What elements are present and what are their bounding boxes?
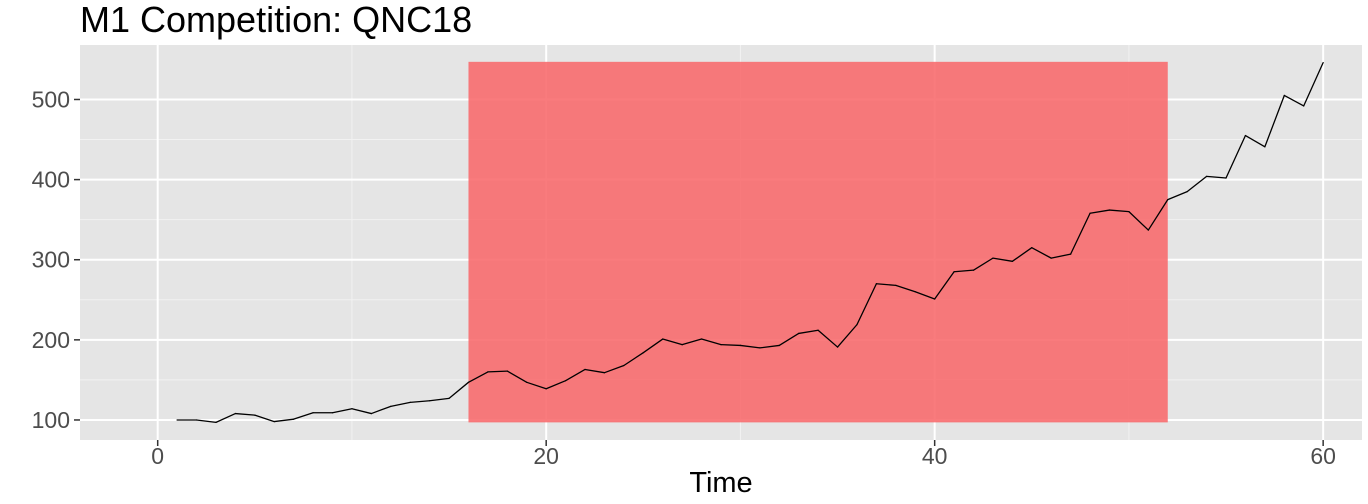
series-line-segment [681,338,703,346]
series-line-segment [623,352,644,367]
y-tick-label: 300 [32,247,70,273]
series-line-segment [1031,247,1052,259]
series-line-segment [1147,198,1169,231]
series-line-segment [1283,94,1305,107]
y-tick-label: 100 [32,407,70,433]
series-line-segment [739,344,761,349]
series-line-segment [953,269,975,273]
series-line-segment [448,381,470,399]
series-lines [176,61,1324,424]
x-tick-label: 40 [922,443,948,469]
x-tick-label: 0 [151,443,164,469]
series-line-segment [972,257,994,271]
series-line-segment [331,408,353,414]
series-line-segment [798,329,819,335]
series-line-segment [506,370,528,383]
series-line-segment [720,344,742,347]
series-line-segment [1244,134,1266,148]
series-line-segment [1225,134,1247,179]
series-line-segment [409,400,431,403]
highlight-region [468,61,1168,423]
series-line-segment [817,329,839,348]
series-line-segment [1089,209,1111,214]
series-line-segment [992,257,1014,262]
chart-title: M1 Competition: QNC18 [80,0,472,40]
series-line-segment [1069,212,1091,255]
series-line-segment [370,405,392,415]
series-line-segment [273,418,295,423]
series-line-segment [564,368,586,382]
x-axis-ticks: 0 20 40 60 [151,440,1336,469]
series-line-segment [759,344,780,349]
series-line-segment [1050,253,1072,259]
series-line-segment [215,412,237,424]
series-line-segment [526,381,547,390]
y-axis-ticks: 100 200 300 400 500 [32,86,80,433]
y-tick-label: 500 [32,86,70,112]
series-line-segment [195,419,217,424]
series-line-segment [856,283,878,326]
series-line-segment [467,371,489,383]
x-tick-label: 20 [533,443,559,469]
series-line-segment [642,338,664,354]
series-line-segment [875,283,897,287]
series-line-segment [603,364,625,374]
series-line-segment [545,380,567,390]
series-line-segment [1186,175,1208,193]
series-line-segment [254,414,275,423]
series-line-segment [778,332,800,347]
series-line-segment [487,370,508,373]
x-axis-title: Time [689,467,752,499]
series-line-segment [390,401,411,407]
series-line-segment [428,397,450,402]
series-line-segment [836,323,858,348]
series-line-segment [1303,61,1324,107]
series-line-segment [293,412,314,420]
series-line-segment [1128,211,1149,231]
x-tick-label: 60 [1310,443,1336,469]
series-line-segment [1205,175,1227,179]
series-line-segment [351,408,373,415]
series-line-segment [1108,209,1130,213]
series-line-segment [1011,247,1033,262]
y-tick-label: 400 [32,167,70,193]
series-line-segment [584,368,606,374]
y-tick-label: 200 [32,327,70,353]
series-line-segment [1167,190,1188,201]
series-line-segment [1264,94,1285,148]
series-line-segment [914,291,936,300]
series-line-segment [662,338,683,346]
series-line-segment [895,284,916,293]
series-line-segment [700,338,722,346]
series-line-segment [234,412,256,416]
series-line-segment [934,271,955,300]
